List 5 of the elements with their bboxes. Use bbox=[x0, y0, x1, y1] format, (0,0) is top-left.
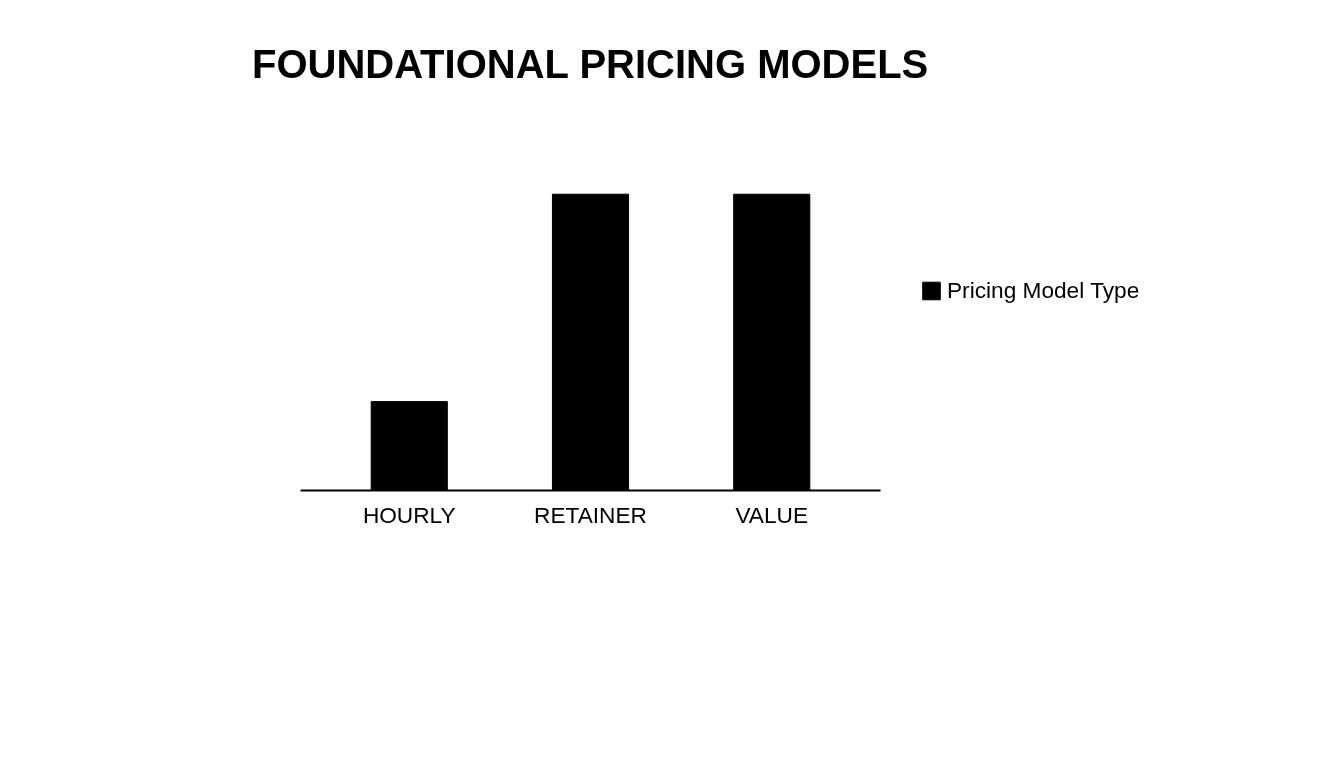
legend-label: Pricing Model Type bbox=[947, 276, 1140, 304]
x-tick-label: RETAINER bbox=[534, 501, 647, 528]
x-tick-label: HOURLY bbox=[362, 501, 456, 528]
x-tick-label: VALUE bbox=[735, 501, 809, 528]
chart-title: FOUNDATIONAL PRICING MODELS bbox=[251, 41, 929, 86]
